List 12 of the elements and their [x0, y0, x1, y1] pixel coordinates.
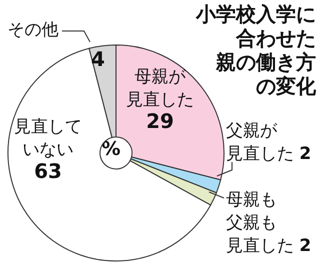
- slice-label: 母親も父親も見直した: [226, 190, 294, 256]
- slice-label: その他: [8, 20, 58, 40]
- data-label: 4: [91, 47, 105, 71]
- data-label: 2: [299, 144, 312, 164]
- data-label: 2: [299, 236, 312, 256]
- data-label: 63: [34, 159, 62, 183]
- slice-label: 父親が見直した: [226, 121, 294, 164]
- text: 小学校入学に合わせた親の働き方の変化: [196, 2, 316, 98]
- slice-label: 母親が見直した: [126, 67, 194, 110]
- slice-label: 見直していない: [14, 117, 82, 160]
- data-label: 29: [146, 109, 174, 133]
- text: %: [101, 138, 121, 160]
